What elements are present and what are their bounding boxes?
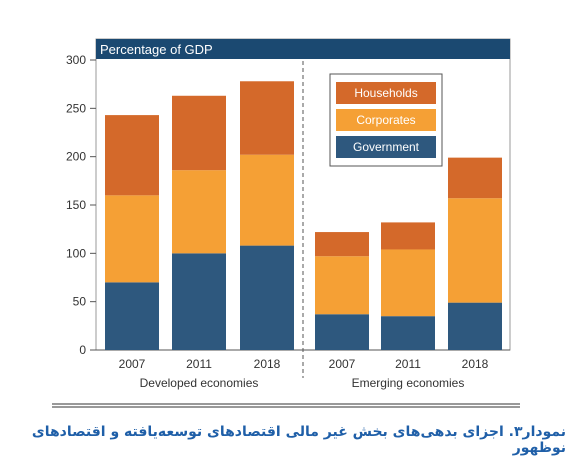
bar-government-2007 — [315, 314, 369, 350]
legend-swatch-government — [336, 136, 436, 158]
y-tick-label: 100 — [66, 246, 86, 260]
group-label: Developed economies — [140, 376, 259, 390]
x-tick-label: 2018 — [254, 357, 281, 371]
legend-label-households: Households — [354, 86, 417, 100]
x-tick-label: 2011 — [186, 357, 212, 371]
bar-households-2011 — [172, 95, 226, 171]
bar-households-2007 — [315, 232, 369, 257]
legend-swatch-corporates — [336, 109, 436, 131]
y-tick-label: 0 — [79, 343, 86, 357]
y-tick-label: 150 — [66, 198, 86, 212]
x-tick-label: 2007 — [329, 357, 356, 371]
bar-corporates-2018 — [240, 154, 294, 246]
bar-government-2007 — [105, 282, 159, 350]
y-tick-label: 300 — [66, 53, 86, 67]
bar-corporates-2018 — [448, 198, 502, 303]
legend-label-government: Government — [353, 140, 420, 154]
bar-corporates-2011 — [172, 170, 226, 254]
bar-households-2018 — [448, 157, 502, 199]
y-tick-label: 50 — [73, 295, 87, 309]
title-bar — [96, 39, 510, 59]
x-tick-label: 2018 — [462, 357, 489, 371]
y-tick-label: 200 — [66, 150, 86, 164]
legend-swatch-households — [336, 82, 436, 104]
figure-caption: نمودار۳. اجزای بدهی‌های بخش غیر مالی اقت… — [31, 424, 566, 456]
x-tick-label: 2011 — [395, 357, 421, 371]
bar-households-2011 — [381, 222, 435, 250]
bar-households-2018 — [240, 81, 294, 155]
y-axis: 0 50 100 150 200 250 300 — [66, 53, 96, 357]
bar-corporates-2011 — [381, 249, 435, 317]
x-tick-label: 2007 — [119, 357, 146, 371]
bar-households-2007 — [105, 115, 159, 196]
bar-corporates-2007 — [105, 195, 159, 283]
bar-government-2018 — [240, 245, 294, 350]
group-label: Emerging economies — [352, 376, 465, 390]
legend: Households Corporates Government — [336, 82, 436, 158]
y-tick-label: 250 — [66, 101, 86, 115]
bar-government-2011 — [172, 253, 226, 350]
group-labels: Developed economies Emerging economies — [140, 376, 465, 390]
legend-label-corporates: Corporates — [356, 113, 415, 127]
chart-title: Percentage of GDP — [100, 42, 213, 57]
bar-government-2018 — [448, 302, 502, 350]
bar-government-2011 — [381, 316, 435, 350]
bar-corporates-2007 — [315, 256, 369, 315]
x-axis: 2007 2011 2018 2007 2011 2018 — [119, 357, 489, 371]
bars — [105, 81, 502, 350]
